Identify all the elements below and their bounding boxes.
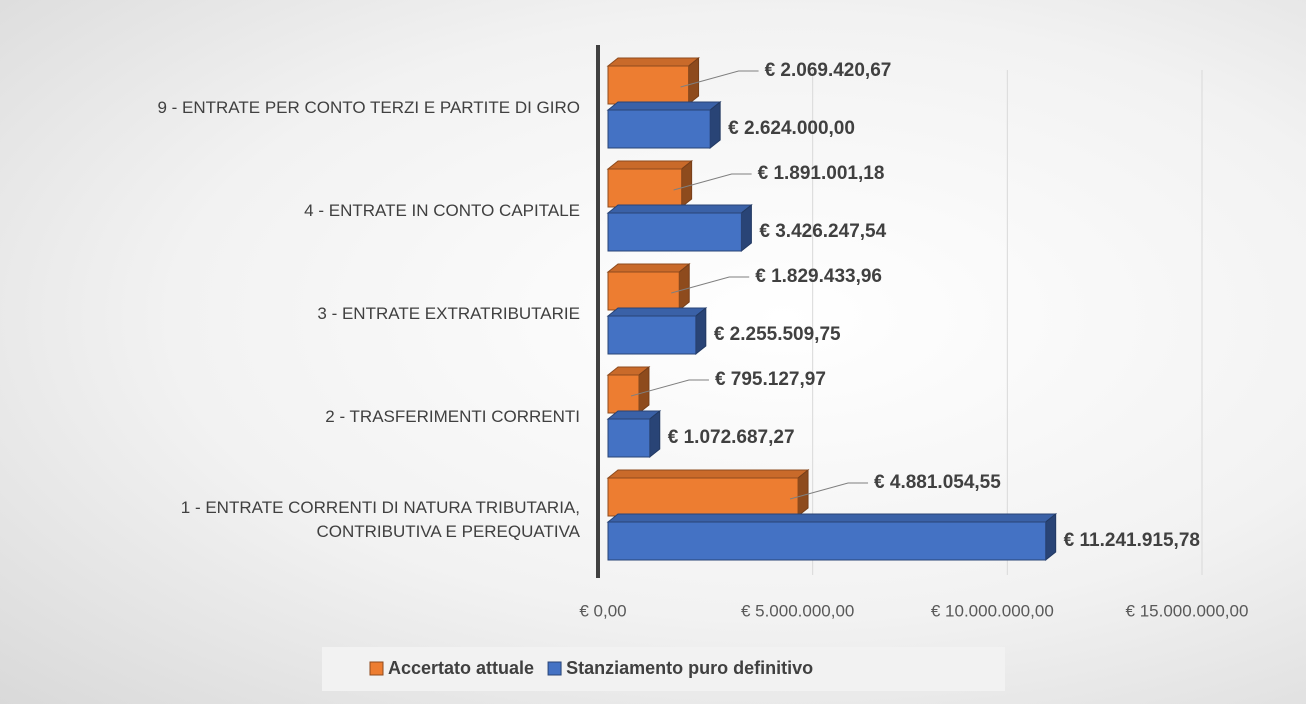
bar-side (709, 100, 721, 150)
bar-top (606, 263, 691, 273)
leader-line (789, 482, 869, 500)
bar (606, 262, 691, 312)
leader-line (680, 70, 759, 88)
category-label: 2 - TRASFERIMENTI CORRENTI (325, 407, 580, 426)
bar (606, 365, 651, 415)
bar-side (638, 365, 650, 415)
category-label: 1 - ENTRATE CORRENTI DI NATURA TRIBUTARI… (180, 498, 580, 541)
value-label: € 1.891.001,18 (758, 163, 885, 184)
bar-front (607, 65, 690, 105)
bar-front (607, 109, 711, 149)
bar-front (607, 212, 742, 252)
value-label: € 1.072.687,27 (668, 427, 795, 448)
x-tick-label: € 15.000.000,00 (1126, 601, 1249, 620)
x-tick-label: € 0,00 (579, 601, 626, 620)
category-label: 9 - ENTRATE PER CONTO TERZI E PARTITE DI… (157, 98, 580, 117)
value-label: € 11.241.915,78 (1064, 530, 1200, 551)
leader-line (673, 173, 752, 191)
bar-side (649, 409, 661, 459)
category-label: 3 - ENTRATE EXTRATRIBUTARIE (317, 304, 580, 323)
bar (606, 159, 694, 209)
legend-label: Stanziamento puro definitivo (566, 658, 813, 678)
value-label: € 1.829.433,96 (755, 266, 882, 287)
bar (606, 56, 700, 106)
bar-front (607, 168, 683, 208)
bar-front (607, 418, 651, 458)
x-tick-label: € 5.000.000,00 (741, 601, 854, 620)
bar-side (740, 203, 752, 253)
bar-top (606, 469, 810, 479)
bar-side (1045, 512, 1057, 562)
value-label: € 2.624.000,00 (728, 118, 855, 139)
bar (606, 203, 753, 253)
bar-front (607, 271, 680, 311)
bar-top (606, 307, 708, 317)
bar-side (681, 159, 693, 209)
x-tick-label: € 10.000.000,00 (931, 601, 1054, 620)
bar-front (607, 521, 1047, 561)
category-label: 4 - ENTRATE IN CONTO CAPITALE (304, 201, 580, 220)
bar-front (607, 374, 640, 414)
bar-top (606, 513, 1058, 523)
bar-top (606, 204, 753, 214)
bar (606, 468, 810, 518)
bar-top (606, 101, 722, 111)
bar-side (688, 56, 700, 106)
bar (606, 100, 722, 150)
bar-side (695, 306, 707, 356)
bar-top (606, 160, 694, 170)
leader-line (630, 379, 709, 397)
bar-side (678, 262, 690, 312)
legend-label: Accertato attuale (388, 658, 534, 678)
bar (606, 409, 662, 459)
value-label: € 3.426.247,54 (759, 221, 886, 242)
legend-swatch (369, 661, 384, 676)
bar (606, 512, 1058, 562)
bar-side (797, 468, 809, 518)
bar-front (607, 315, 697, 355)
bar-front (607, 477, 799, 517)
value-label: € 2.255.509,75 (714, 324, 841, 345)
value-label: € 2.069.420,67 (765, 60, 892, 81)
bar (606, 306, 708, 356)
value-label: € 795.127,97 (715, 369, 826, 390)
leader-line (671, 276, 750, 294)
legend-box (322, 647, 1005, 691)
bar-top (606, 57, 700, 67)
legend-swatch (547, 661, 562, 676)
value-label: € 4.881.054,55 (874, 472, 1001, 493)
